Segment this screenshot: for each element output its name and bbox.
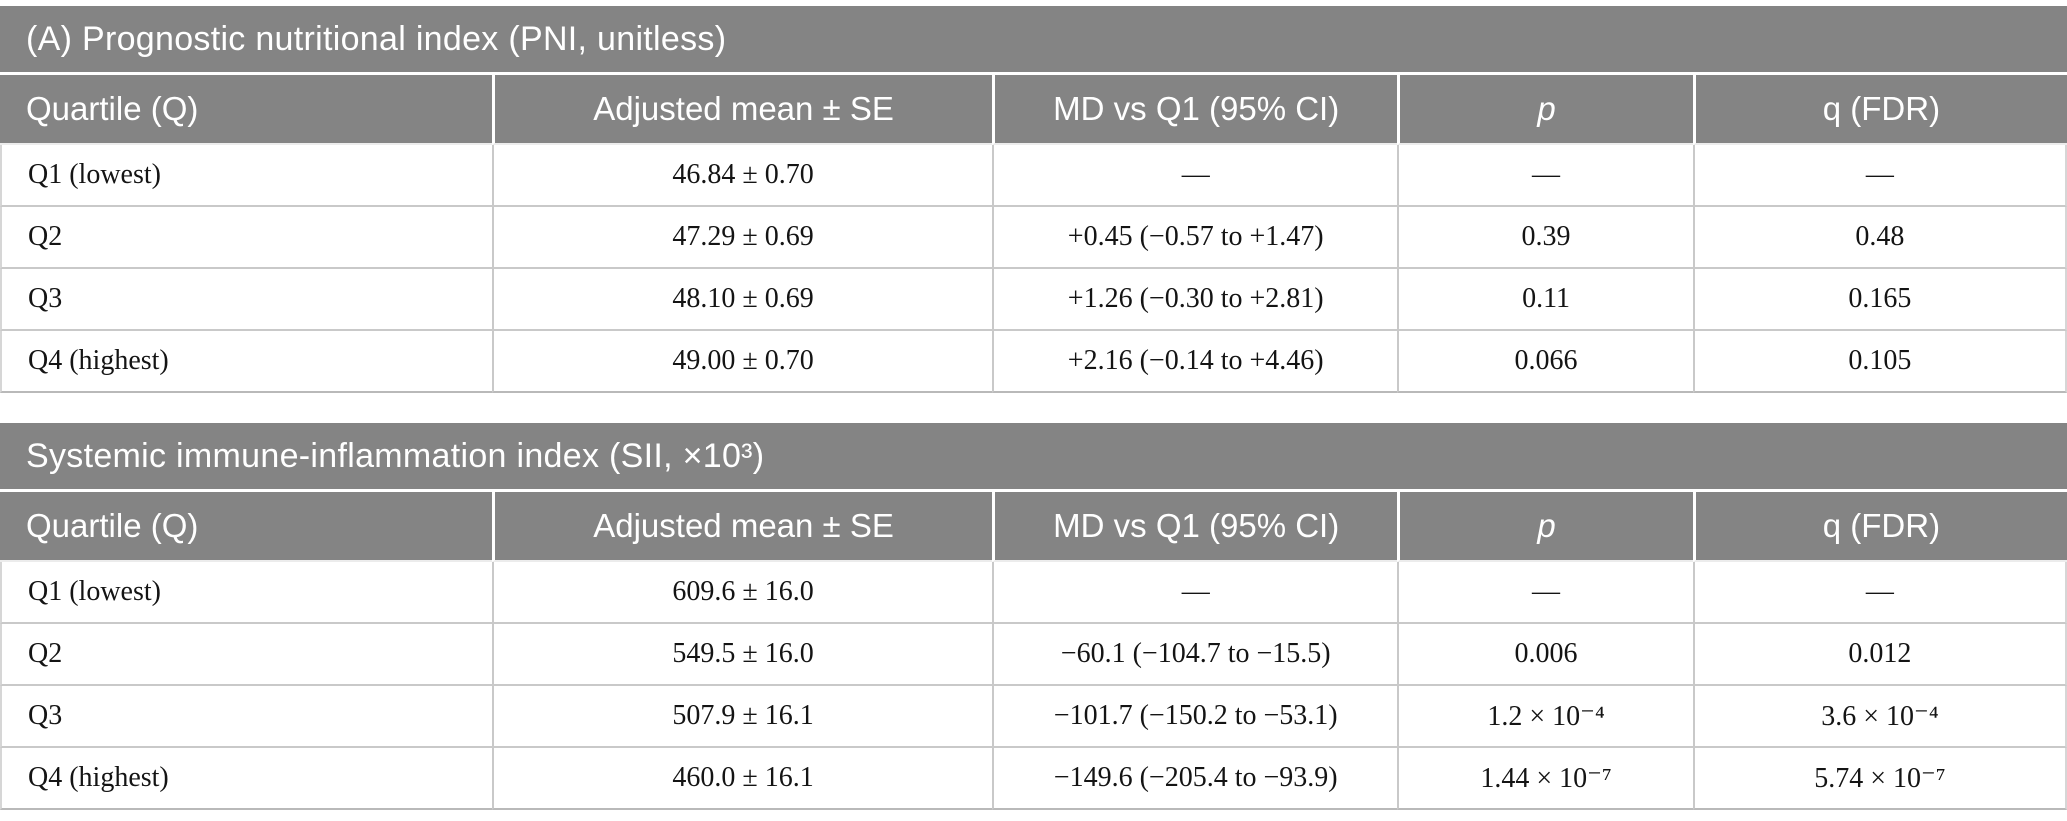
col-header-p-value: p bbox=[1397, 75, 1693, 145]
table-cell: — bbox=[992, 145, 1398, 207]
col-header-quartile: Quartile (Q) bbox=[0, 75, 492, 145]
table-cell: 609.6 ± 16.0 bbox=[491, 562, 993, 624]
table-cell: Q2 bbox=[0, 624, 492, 686]
table-cell: 1.2 × 10⁻⁴ bbox=[1397, 686, 1693, 748]
table-cell: Q4 (highest) bbox=[0, 331, 492, 393]
table-cell: 0.39 bbox=[1397, 207, 1693, 269]
table-cell: — bbox=[992, 562, 1398, 624]
table-cell: 460.0 ± 16.1 bbox=[491, 748, 993, 810]
sii-table: Quartile (Q) Adjusted mean ± SE MD vs Q1… bbox=[0, 492, 2067, 810]
sii-table-header: Quartile (Q) Adjusted mean ± SE MD vs Q1… bbox=[0, 492, 2067, 562]
table-cell: Q2 bbox=[0, 207, 492, 269]
table-cell: 549.5 ± 16.0 bbox=[491, 624, 993, 686]
header-row: Quartile (Q) Adjusted mean ± SE MD vs Q1… bbox=[0, 492, 2067, 562]
header-row: Quartile (Q) Adjusted mean ± SE MD vs Q1… bbox=[0, 75, 2067, 145]
table-cell: Q4 (highest) bbox=[0, 748, 492, 810]
table-cell: 47.29 ± 0.69 bbox=[491, 207, 993, 269]
pni-table-title: (A) Prognostic nutritional index (PNI, u… bbox=[0, 6, 2067, 72]
col-header-adjusted-mean: Adjusted mean ± SE bbox=[491, 75, 993, 145]
col-header-q-fdr: q (FDR) bbox=[1692, 492, 2067, 562]
table-cell: Q3 bbox=[0, 686, 492, 748]
pni-table-body: Q1 (lowest) 46.84 ± 0.70— — — Q2 47.29 ± 0.69… bbox=[0, 145, 2067, 393]
table-cell: 0.012 bbox=[1692, 624, 2067, 686]
table-cell: −60.1 (−104.7 to −15.5) bbox=[992, 624, 1398, 686]
pni-table-panel: (A) Prognostic nutritional index (PNI, u… bbox=[0, 6, 2067, 393]
pni-table-header: Quartile (Q) Adjusted mean ± SE MD vs Q1… bbox=[0, 75, 2067, 145]
col-header-md-vs-q1: MD vs Q1 (95% CI) bbox=[992, 75, 1398, 145]
table-cell: Q1 (lowest) bbox=[0, 145, 492, 207]
sii-table-panel: Systemic immune-inflammation index (SII,… bbox=[0, 423, 2067, 810]
col-header-p-value: p bbox=[1397, 492, 1693, 562]
table-cell: Q3 bbox=[0, 269, 492, 331]
table-row: Q3 48.10 ± 0.69 +1.26 (−0.30 to +2.81) 0.11… bbox=[0, 269, 2067, 331]
table-cell: 507.9 ± 16.1 bbox=[491, 686, 993, 748]
table-cell: +2.16 (−0.14 to +4.46) bbox=[992, 331, 1398, 393]
table-cell: Q1 (lowest) bbox=[0, 562, 492, 624]
table-cell: 49.00 ± 0.70 bbox=[491, 331, 993, 393]
col-header-md-vs-q1: MD vs Q1 (95% CI) bbox=[992, 492, 1398, 562]
table-cell: 0.48 bbox=[1692, 207, 2067, 269]
table-row: Q3 507.9 ± 16.1 −101.7 (−150.2 to −53.1) 1.… bbox=[0, 686, 2067, 748]
table-cell: −101.7 (−150.2 to −53.1) bbox=[992, 686, 1398, 748]
table-cell: −149.6 (−205.4 to −93.9) bbox=[992, 748, 1398, 810]
table-row: Q2 47.29 ± 0.69 +0.45 (−0.57 to +1.47) 0.39… bbox=[0, 207, 2067, 269]
table-row: Q1 (lowest) 609.6 ± 16.0— — — bbox=[0, 562, 2067, 624]
col-header-q-fdr: q (FDR) bbox=[1692, 75, 2067, 145]
table-cell: — bbox=[1397, 145, 1693, 207]
table-cell: +0.45 (−0.57 to +1.47) bbox=[992, 207, 1398, 269]
table-cell: — bbox=[1397, 562, 1693, 624]
table-cell: 0.006 bbox=[1397, 624, 1693, 686]
table-cell: 0.066 bbox=[1397, 331, 1693, 393]
table-cell: 3.6 × 10⁻⁴ bbox=[1692, 686, 2067, 748]
table-cell: 0.105 bbox=[1692, 331, 2067, 393]
table-cell: +1.26 (−0.30 to +2.81) bbox=[992, 269, 1398, 331]
col-header-quartile: Quartile (Q) bbox=[0, 492, 492, 562]
sii-table-title: Systemic immune-inflammation index (SII,… bbox=[0, 423, 2067, 489]
table-cell: 0.11 bbox=[1397, 269, 1693, 331]
table-row: Q1 (lowest) 46.84 ± 0.70— — — bbox=[0, 145, 2067, 207]
table-cell: 48.10 ± 0.69 bbox=[491, 269, 993, 331]
sii-table-body: Q1 (lowest) 609.6 ± 16.0— — — Q2 549.5 ± 16.0… bbox=[0, 562, 2067, 810]
table-cell: 5.74 × 10⁻⁷ bbox=[1692, 748, 2067, 810]
table-cell: 0.165 bbox=[1692, 269, 2067, 331]
table-cell: — bbox=[1692, 145, 2067, 207]
table-row: Q2 549.5 ± 16.0 −60.1 (−104.7 to −15.5) 0.0… bbox=[0, 624, 2067, 686]
col-header-adjusted-mean: Adjusted mean ± SE bbox=[491, 492, 993, 562]
table-cell: 1.44 × 10⁻⁷ bbox=[1397, 748, 1693, 810]
pni-table: Quartile (Q) Adjusted mean ± SE MD vs Q1… bbox=[0, 75, 2067, 393]
table-row: Q4 (highest) 49.00 ± 0.70 +2.16 (−0.14 to … bbox=[0, 331, 2067, 393]
table-cell: 46.84 ± 0.70 bbox=[491, 145, 993, 207]
table-row: Q4 (highest) 460.0 ± 16.1 −149.6 (−205.4 t… bbox=[0, 748, 2067, 810]
table-cell: — bbox=[1692, 562, 2067, 624]
